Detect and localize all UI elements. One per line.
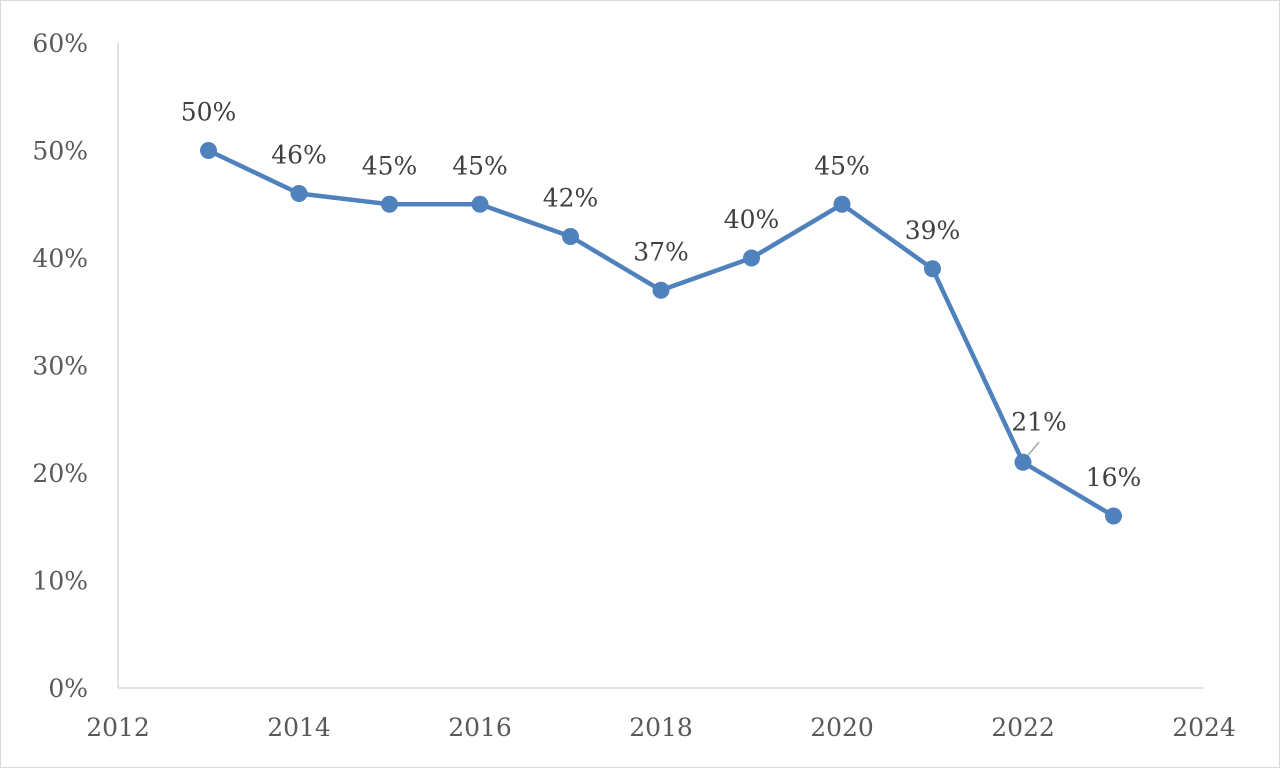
x-tick-label: 2016 — [448, 713, 512, 742]
data-point — [290, 185, 308, 202]
data-point — [381, 195, 398, 213]
data-label: 37% — [633, 237, 689, 266]
x-tick-label: 2020 — [810, 713, 874, 742]
y-tick-label: 20% — [32, 459, 88, 488]
data-point — [652, 281, 670, 299]
data-label: 46% — [271, 141, 327, 170]
data-label: 21% — [1011, 407, 1067, 436]
data-label: 50% — [181, 98, 237, 127]
x-tick-label: 2022 — [991, 713, 1055, 742]
data-label: 45% — [452, 151, 508, 180]
data-point — [200, 142, 217, 159]
data-points — [200, 142, 1122, 525]
x-axis-tick-labels: 2012 2014 2016 2018 2020 2022 2024 — [86, 713, 1236, 742]
data-point — [1014, 453, 1032, 471]
y-tick-label: 60% — [32, 29, 88, 58]
y-tick-label: 30% — [32, 352, 88, 381]
x-tick-label: 2012 — [86, 713, 150, 742]
data-label: 40% — [724, 205, 780, 234]
data-point — [743, 249, 760, 267]
data-label: 16% — [1086, 463, 1142, 492]
y-tick-label: 50% — [32, 137, 88, 166]
y-tick-label: 10% — [32, 567, 88, 596]
data-point — [924, 260, 941, 278]
x-tick-label: 2024 — [1172, 713, 1236, 742]
data-label: 42% — [543, 184, 599, 213]
data-series — [206, 148, 1116, 519]
data-labels: 50% 46% 45% 45% 42% 37% 40% 45% 39% 21% 16% — [181, 98, 1142, 493]
data-label: 45% — [362, 151, 418, 180]
y-tick-label: 40% — [32, 244, 88, 273]
data-point — [1105, 507, 1122, 525]
x-tick-label: 2018 — [629, 713, 693, 742]
data-point — [471, 195, 489, 213]
data-label: 39% — [905, 216, 961, 245]
leader-lines — [1026, 441, 1040, 457]
data-point — [562, 228, 579, 245]
series-line — [206, 148, 1116, 519]
y-tick-label: 0% — [48, 674, 88, 703]
axes — [117, 43, 1204, 689]
data-label: 45% — [814, 151, 870, 180]
x-tick-label: 2014 — [267, 713, 331, 742]
leader-line — [1026, 441, 1040, 457]
y-axis-tick-labels: 0% 10% 20% 30% 40% 50% 60% — [32, 29, 88, 703]
data-point — [833, 195, 851, 213]
